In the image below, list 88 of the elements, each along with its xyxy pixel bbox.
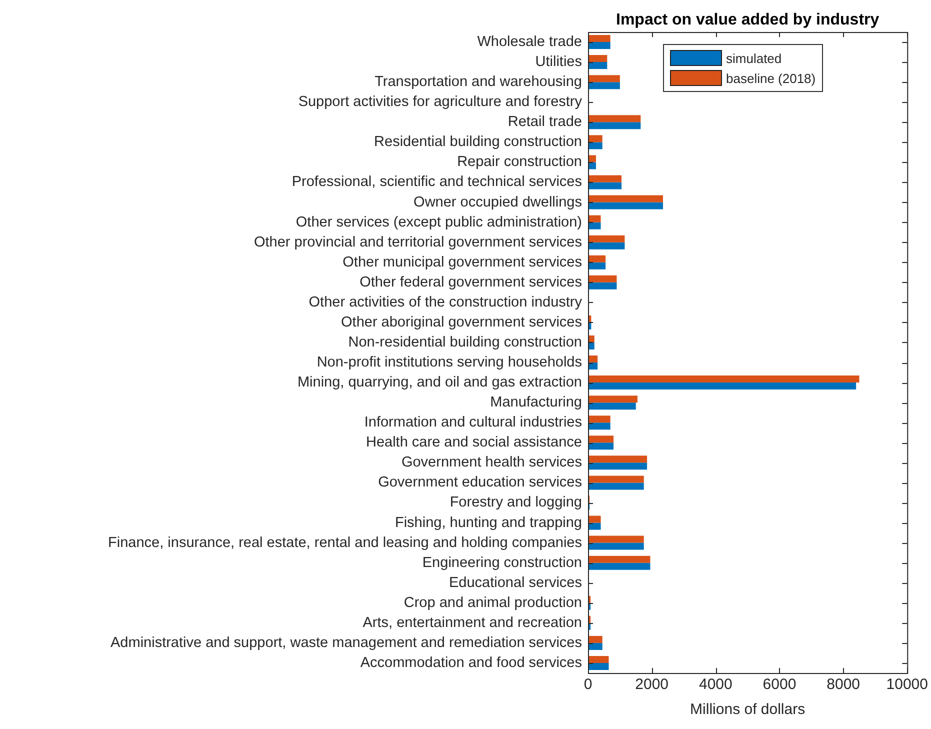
bar bbox=[588, 436, 614, 443]
bar bbox=[588, 402, 636, 410]
bar bbox=[588, 562, 650, 570]
bar bbox=[588, 62, 608, 70]
bar bbox=[588, 135, 602, 142]
x-tick-label: 8000 bbox=[826, 676, 860, 694]
bar bbox=[588, 462, 648, 470]
bar bbox=[588, 516, 601, 523]
bar bbox=[588, 662, 609, 670]
x-tick-label: 4000 bbox=[698, 676, 732, 694]
bar bbox=[588, 382, 856, 390]
bar bbox=[588, 255, 606, 262]
y-tick-label: Professional, scientific and technical services bbox=[292, 174, 582, 190]
y-tick-label: Support activities for agriculture and forestry bbox=[298, 94, 583, 110]
bar bbox=[588, 202, 663, 210]
bar bbox=[588, 275, 617, 282]
y-tick-label: Government education services bbox=[378, 474, 582, 491]
bar bbox=[588, 142, 602, 150]
y-tick-label: Retail trade bbox=[508, 114, 582, 130]
y-tick-label: Forestry and logging bbox=[450, 494, 582, 511]
y-tick-label: Utilities bbox=[535, 54, 582, 70]
bar bbox=[588, 476, 644, 483]
y-tick-label: Arts, entertainment and recreation bbox=[362, 614, 582, 631]
bar bbox=[588, 82, 620, 90]
y-tick-label: Educational services bbox=[449, 574, 582, 591]
bar bbox=[588, 115, 641, 122]
bar bbox=[588, 222, 601, 230]
bar bbox=[588, 182, 622, 190]
y-tick-label: Non-profit institutions serving households bbox=[316, 354, 582, 371]
bar bbox=[588, 282, 617, 290]
y-tick-label: Government health services bbox=[401, 454, 582, 471]
x-tick-label: 0 bbox=[584, 676, 592, 694]
bar bbox=[588, 356, 598, 363]
bar bbox=[588, 35, 610, 42]
bar bbox=[588, 376, 860, 383]
y-tick-label: Manufacturing bbox=[490, 394, 582, 411]
bar bbox=[588, 75, 620, 82]
bar bbox=[588, 542, 644, 550]
y-tick-label: Information and cultural industries bbox=[364, 414, 582, 431]
y-tick-label: Transportation and warehousing bbox=[374, 74, 582, 90]
legend-label: simulated bbox=[726, 50, 782, 66]
bar bbox=[588, 195, 663, 202]
legend-label: baseline (2018) bbox=[726, 70, 816, 86]
y-tick-label: Other activities of the construction industry bbox=[308, 294, 583, 310]
y-tick-label: Residential building construction bbox=[374, 134, 582, 150]
y-tick-label: Non-residential building construction bbox=[348, 334, 582, 350]
bar bbox=[588, 522, 601, 530]
bar bbox=[588, 396, 638, 403]
bar bbox=[588, 416, 610, 423]
x-tick-label: 2000 bbox=[635, 676, 669, 694]
y-tick-label: Other federal government services bbox=[360, 274, 582, 290]
bar bbox=[588, 215, 601, 222]
bar bbox=[588, 536, 644, 543]
x-tick-label: 6000 bbox=[762, 676, 796, 694]
y-tick-label: Other provincial and territorial government services bbox=[254, 234, 582, 250]
y-tick-label: Other services (except public administration) bbox=[296, 214, 582, 230]
y-tick-label: Administrative and support, waste management and remediation services bbox=[110, 634, 582, 651]
bar bbox=[588, 235, 625, 242]
y-tick-label: Fishing, hunting and trapping bbox=[394, 514, 582, 531]
bar bbox=[588, 262, 606, 270]
bar bbox=[588, 55, 608, 62]
x-axis-title: Millions of dollars bbox=[690, 701, 806, 718]
y-tick-label: Finance, insurance, real estate, rental and leasing and holding companies bbox=[108, 534, 582, 551]
chart-title: Impact on value added by industry bbox=[616, 11, 880, 28]
bar bbox=[588, 642, 602, 650]
y-tick-label: Mining, quarrying, and oil and gas extraction bbox=[297, 374, 582, 391]
bar bbox=[588, 122, 641, 130]
bar bbox=[588, 155, 596, 162]
x-tick-label: 10000 bbox=[886, 676, 928, 694]
y-tick-label: Other municipal government services bbox=[342, 254, 582, 270]
bar bbox=[588, 422, 610, 430]
bar bbox=[588, 175, 622, 182]
y-tick-label: Repair construction bbox=[457, 154, 582, 170]
y-tick-label: Engineering construction bbox=[422, 554, 582, 571]
bar bbox=[588, 482, 644, 490]
bar bbox=[588, 556, 650, 563]
y-tick-label: Other aboriginal government services bbox=[341, 314, 582, 330]
bar bbox=[588, 656, 609, 663]
y-tick-label: Crop and animal production bbox=[404, 594, 582, 611]
y-tick-label: Health care and social assistance bbox=[366, 434, 582, 451]
bar bbox=[588, 242, 625, 250]
bar bbox=[588, 456, 648, 463]
bar bbox=[588, 42, 610, 50]
y-tick-label: Owner occupied dwellings bbox=[414, 194, 582, 210]
y-tick-label: Wholesale trade bbox=[477, 34, 582, 50]
bar bbox=[588, 636, 602, 643]
bar bbox=[588, 442, 614, 450]
y-tick-label: Accommodation and food services bbox=[360, 654, 582, 671]
